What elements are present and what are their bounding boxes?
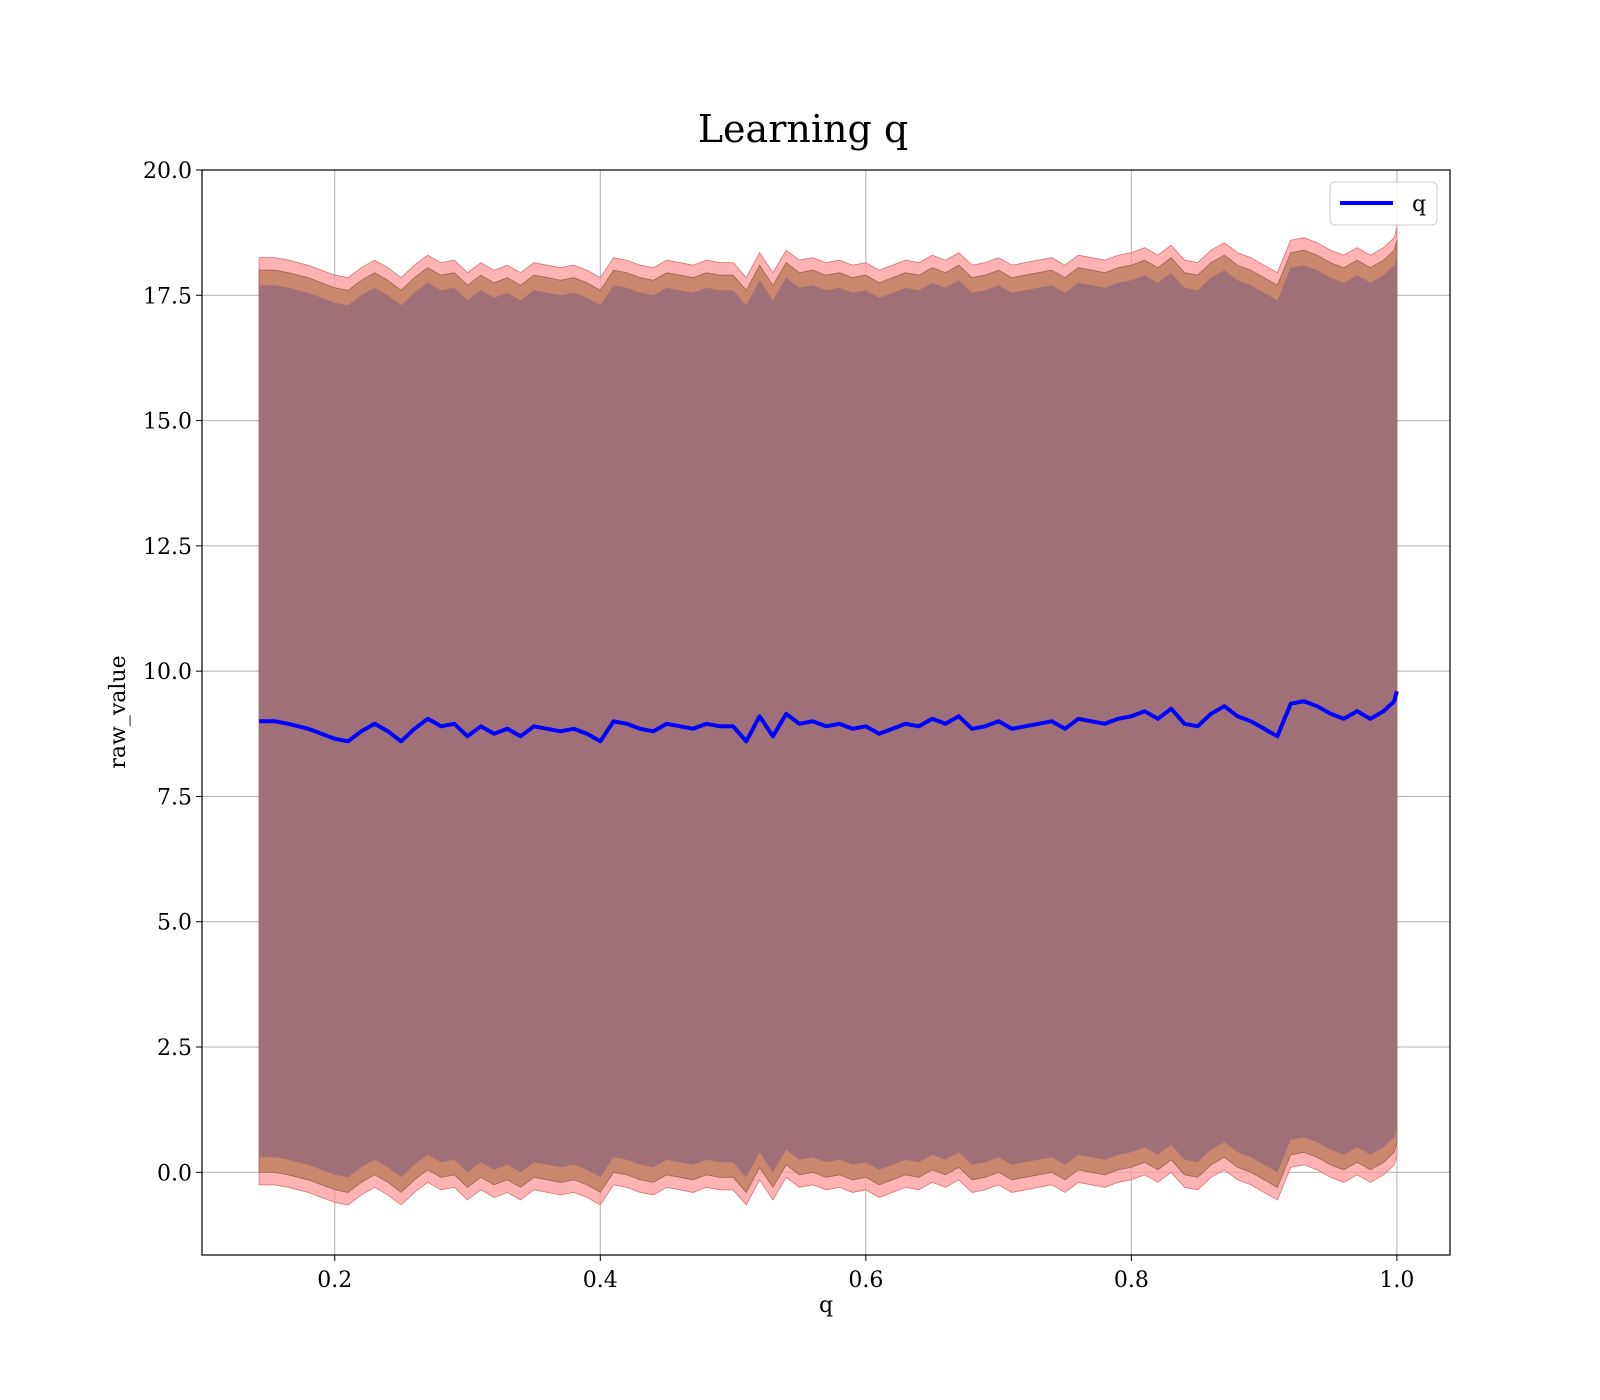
legend-entry-q: q xyxy=(1412,192,1426,217)
band-layer xyxy=(258,227,1398,1206)
tick-layer: 0.2 0.4 0.6 0.8 1.0 0.0 2.5 5.0 7.5 10.0 12.5 15.0 1… xyxy=(143,159,1414,1293)
plot-frame xyxy=(201,169,1451,1256)
x-axis-label: q xyxy=(819,1293,833,1318)
x-tick-label: 0.2 xyxy=(317,1268,352,1293)
line-layer xyxy=(259,690,1399,744)
y-axis-label: raw_value xyxy=(106,655,131,768)
y-tick-label: 0.0 xyxy=(157,1161,192,1186)
y-tick-label: 7.5 xyxy=(157,785,192,810)
x-tick-label: 0.4 xyxy=(583,1268,618,1293)
y-tick-label: 17.5 xyxy=(143,284,192,309)
band-inner xyxy=(259,255,1397,1178)
y-tick-label: 5.0 xyxy=(157,911,192,936)
x-tick-label: 1.0 xyxy=(1379,1268,1414,1293)
x-tick-label: 0.6 xyxy=(848,1268,883,1293)
legend: q xyxy=(1329,181,1438,226)
series-line-q xyxy=(259,690,1399,744)
chart-title: Learning q xyxy=(698,107,908,151)
y-tick-label: 20.0 xyxy=(143,159,192,184)
y-tick-label: 10.0 xyxy=(143,660,192,685)
y-tick-label: 12.5 xyxy=(143,535,192,560)
y-tick-label: 2.5 xyxy=(157,1036,192,1061)
y-tick-label: 15.0 xyxy=(143,410,192,435)
x-tick-label: 0.8 xyxy=(1114,1268,1149,1293)
